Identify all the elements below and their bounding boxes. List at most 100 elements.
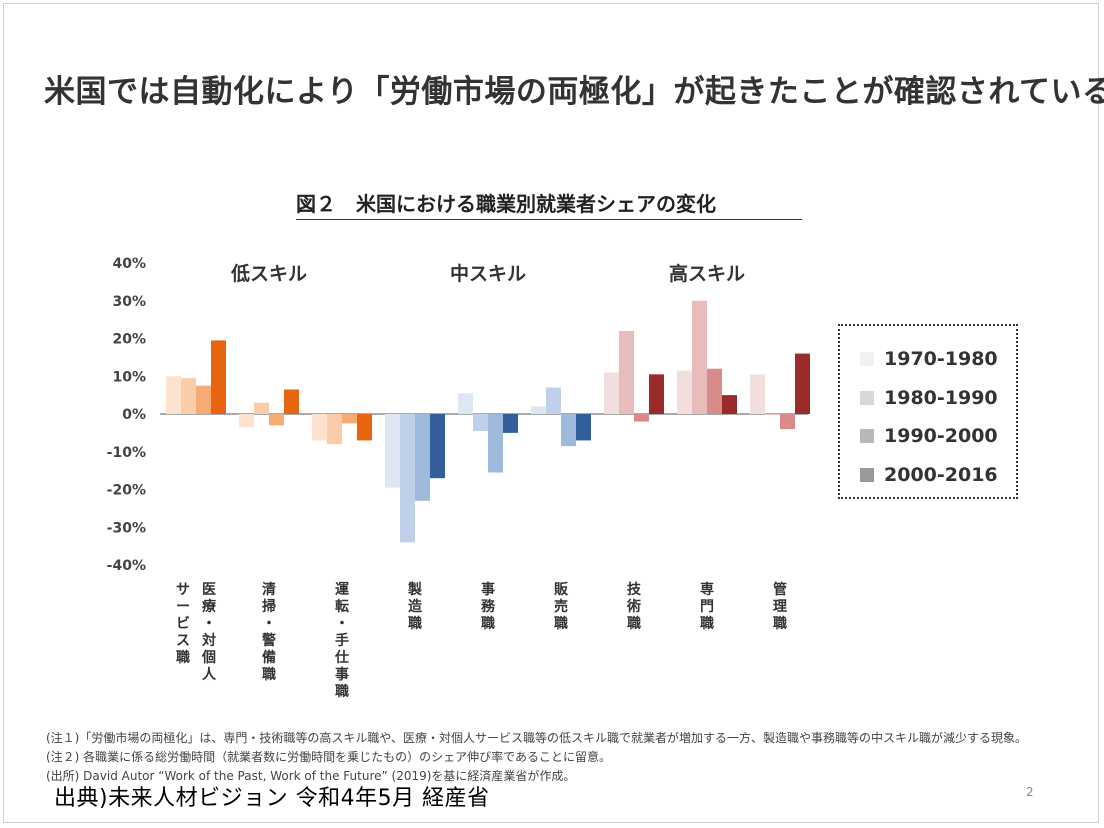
category-label: 医 [202,582,216,598]
bar [166,376,181,414]
bar [211,340,226,414]
category-label: ・ [202,616,216,632]
category-label: 対 [201,632,216,649]
y-tick-label: 0% [122,407,146,423]
bar [765,414,780,415]
legend-label: 2000-2016 [884,463,998,486]
figure-title-underline [296,219,802,220]
bar [357,414,372,441]
y-tick-label: -20% [107,483,146,499]
bar [269,414,284,426]
skill-group-label: 中スキル [450,262,526,285]
category-label: 事 [481,581,495,598]
category-label: 管 [773,581,787,598]
bar [385,414,400,488]
category-label: 務 [481,598,496,615]
category-label: 技 [627,581,642,598]
category-label: 仕 [334,649,349,666]
y-tick-label: 20% [112,332,146,348]
bar [254,402,269,414]
category-label: 職 [335,683,349,700]
y-tick-label: 40% [112,256,146,272]
category-label: 販 [554,581,569,598]
slide-frame [3,3,1099,823]
legend-label: 1980-1990 [884,386,998,409]
category-label: 備 [262,649,276,666]
category-label: 警 [262,632,276,649]
category-label: 手 [335,632,349,649]
bar [458,393,473,414]
footnote-1: (注１)「労働市場の両極化」は、専門・技術職等の高スキル職や、医療・対個人サービ… [46,731,1028,745]
category-label: 職 [627,615,641,632]
legend-swatch [860,467,874,482]
skill-group-label: 高スキル [669,262,745,285]
bar [649,374,664,414]
category-label: 職 [176,649,190,666]
footnote-2: (注２) 各職業に係る総労働時間（就業者数に労働時間を乗じたもの）のシェア伸び率… [46,750,612,764]
bar [707,368,722,414]
footnotes: (注１)「労働市場の両極化」は、専門・技術職等の高スキル職や、医療・対個人サービ… [46,729,1027,786]
category-label: 清 [262,581,276,598]
legend-item-1990-2000: 1990-2000 [860,417,1016,456]
legend-swatch [860,352,874,367]
category-label: 門 [700,599,714,615]
bar [604,372,619,414]
category-label: 職 [700,615,714,632]
chart-legend: 1970-1980 1980-1990 1990-2000 2000-2016 [838,324,1018,499]
bar [312,414,327,441]
bar [400,414,415,543]
source-caption: 出典)未来人材ビジョン 令和4年5月 経産省 [54,786,490,811]
category-label: 術 [626,598,641,615]
legend-item-1970-1980: 1970-1980 [860,340,1016,379]
bar [576,414,591,441]
category-label: 理 [773,599,787,615]
page-number: 2 [1026,785,1034,799]
category-label: 製 [407,581,422,598]
category-label: 個 [201,649,216,666]
legend-swatch [860,390,874,405]
category-label: 職 [773,615,787,632]
legend-label: 1990-2000 [884,425,998,448]
bar [430,414,445,479]
footnote-source: (出所) David Autor “Work of the Past, Work… [46,769,576,783]
category-label: 職 [481,615,495,632]
category-label: 運 [335,582,350,598]
category-label: 転 [335,598,349,615]
bar [619,330,634,414]
bar [780,414,795,430]
y-tick-label: -10% [107,445,146,461]
bar [473,414,488,431]
legend-swatch [860,429,874,444]
bar [561,414,576,447]
bar [722,395,737,414]
bar [546,387,561,414]
category-label: 職 [262,666,276,683]
bar [181,378,196,414]
category-label: サ [176,582,190,598]
bar [488,414,503,473]
bar [284,389,299,414]
category-label: 事 [335,666,349,683]
y-tick-label: -30% [107,520,146,536]
skill-group-label: 低スキル [230,262,307,285]
bar [531,406,546,414]
category-label: ビ [176,616,190,632]
figure-title: 図２ 米国における職業別就業者シェアの変化 [296,192,716,216]
legend-item-1980-1990: 1980-1990 [860,379,1016,418]
category-label: 職 [408,615,422,632]
category-label: 職 [554,615,568,632]
bar [239,414,254,428]
bar [677,370,692,414]
bar [327,414,342,445]
y-tick-label: -40% [107,558,146,574]
category-label: 造 [408,598,422,615]
category-label: ・ [262,616,276,632]
category-label: 人 [202,666,217,683]
bar [634,414,649,422]
category-label: 療 [202,598,217,615]
y-tick-label: 10% [112,369,146,385]
bar [795,353,810,414]
bar [196,385,211,414]
y-tick-label: 30% [112,294,146,310]
